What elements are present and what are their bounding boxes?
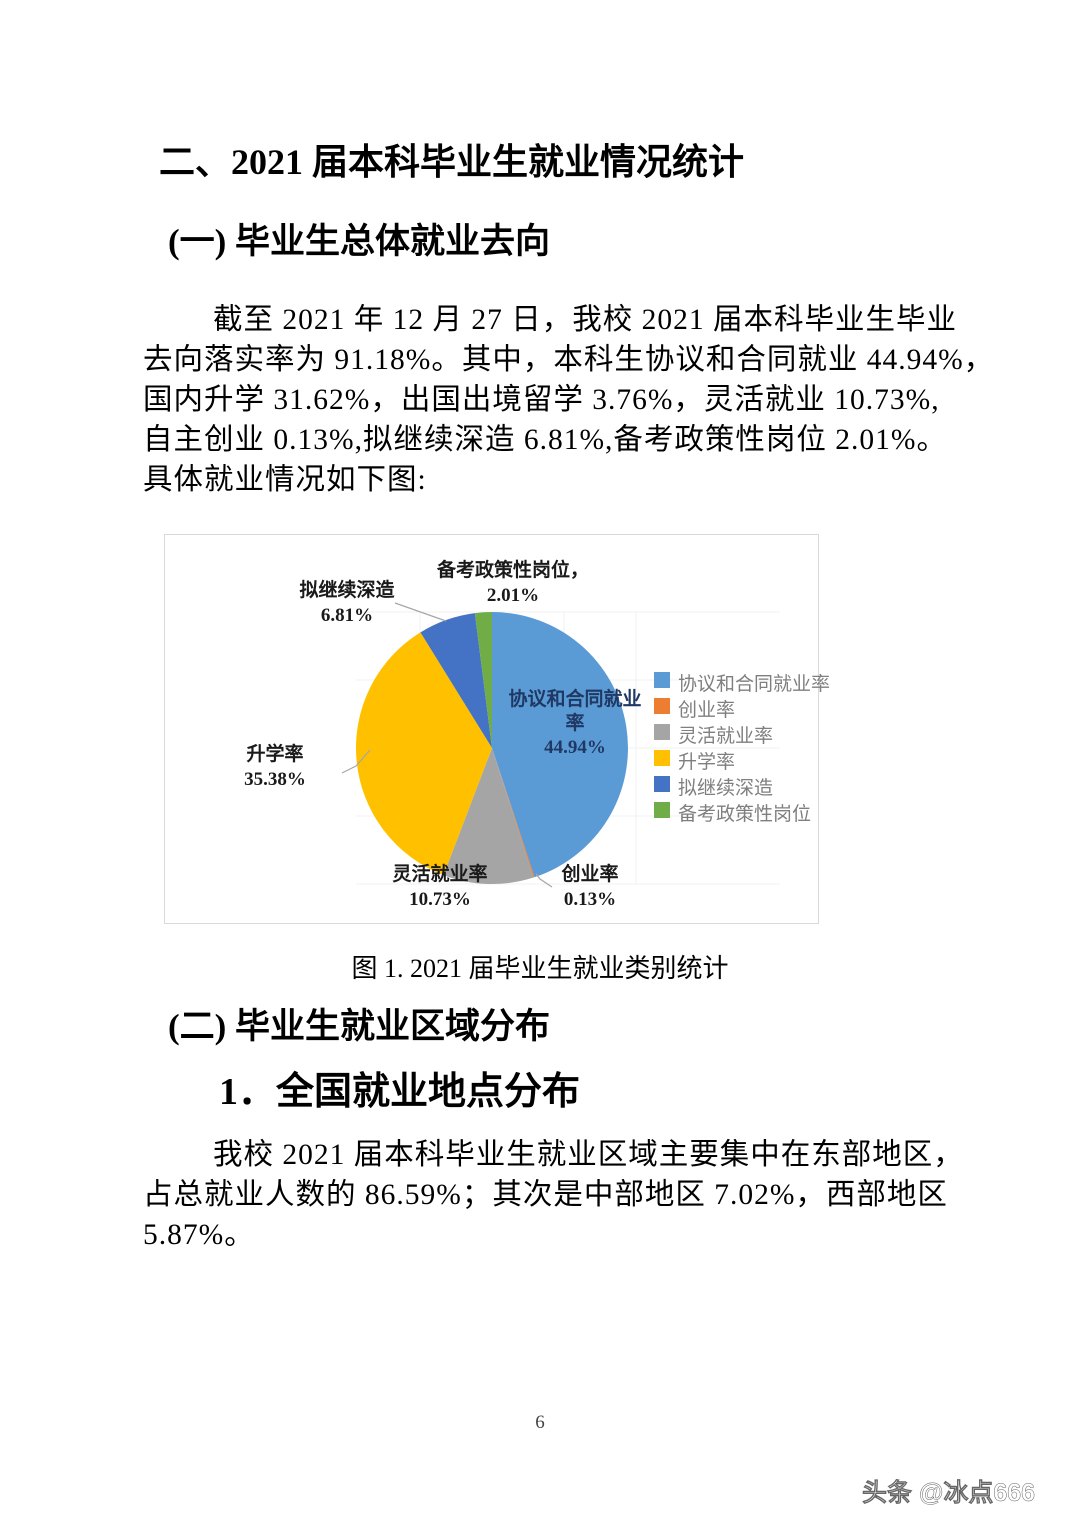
svg-text:头条 @冰点666: 头条 @冰点666 [862, 1479, 1035, 1507]
